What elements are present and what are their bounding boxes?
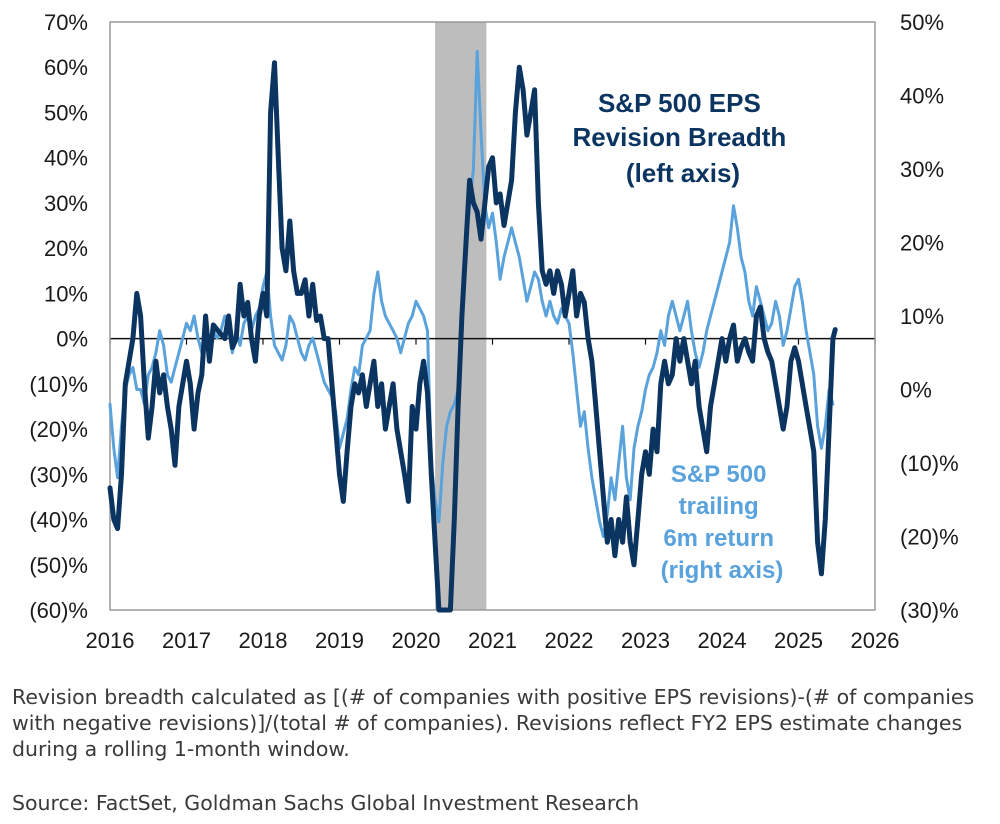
breadth-annotation: S&P 500 EPS Revision Breadth (left axis) [572,88,793,188]
y-right-tick-label: 50% [900,10,944,35]
y-left-tick-label: 70% [44,10,88,35]
series-line-revision-breadth [107,60,838,613]
chart: 70% 60% 50% 40% 30% 20% 10% 0% (10)% (20)% (30)% (4… [29,10,959,653]
x-tick-label: 2026 [851,628,900,653]
y-left-tick-label: (60)% [29,598,88,623]
y-right-tick-label: 10% [900,304,944,329]
y-left-tick-label: 50% [44,100,88,125]
breadth-annotation-line: S&P 500 EPS [598,88,761,118]
source-note: Source: FactSet, Goldman Sachs Global In… [12,791,640,815]
y-left-tick-label: (10)% [29,372,88,397]
y-left-tick-label: 10% [44,281,88,306]
x-tick-label: 2021 [468,628,517,653]
y-right-tick-label: (30)% [900,598,959,623]
y-left-tick-label: (30)% [29,462,88,487]
y-right-tick-label: (20)% [900,525,959,550]
return-annotation: S&P 500 trailing 6m return (right axis) [661,461,784,584]
y-right-tick-label: 30% [900,157,944,182]
x-tick-label: 2019 [315,628,364,653]
y-left-tick-label: (20)% [29,417,88,442]
x-tick-label: 2024 [698,628,747,653]
y-right-tick-label: 0% [900,378,932,403]
x-tick-label: 2020 [392,628,441,653]
return-annotation-line: 6m return [663,525,774,552]
y-axis-right: 50% 40% 30% 20% 10% 0% (10)% (20)% (30)% [900,10,959,623]
series-lines [107,49,838,613]
x-axis: 2016 2017 2018 2019 2020 2021 2022 2023 2024 2025… [86,628,900,653]
y-left-tick-label: (50)% [29,553,88,578]
x-tick-label: 2022 [545,628,594,653]
footnote: Revision breadth calculated as [(# of co… [12,685,975,761]
x-tick-label: 2025 [774,628,823,653]
breadth-annotation-line: Revision Breadth [572,122,786,152]
y-right-tick-label: 20% [900,231,944,256]
y-right-tick-label: 40% [900,84,944,109]
x-tick-label: 2016 [86,628,135,653]
y-axis-left: 70% 60% 50% 40% 30% 20% 10% 0% (10)% (20)% (30)% (4… [29,10,88,623]
return-annotation-line: (right axis) [661,557,784,584]
return-annotation-line: trailing [679,493,759,520]
y-left-tick-label: 30% [44,191,88,216]
y-left-tick-label: 0% [56,327,88,352]
y-right-tick-label: (10)% [900,451,959,476]
breadth-annotation-line: (left axis) [626,158,740,188]
y-left-tick-label: 60% [44,55,88,80]
x-tick-label: 2017 [162,628,211,653]
x-tick-label: 2023 [621,628,670,653]
plot-frame [109,21,876,611]
y-left-tick-label: 40% [44,146,88,171]
y-left-tick-label: 20% [44,236,88,261]
y-left-tick-label: (40)% [29,508,88,533]
x-tick-label: 2018 [239,628,288,653]
return-annotation-line: S&P 500 [671,461,767,488]
